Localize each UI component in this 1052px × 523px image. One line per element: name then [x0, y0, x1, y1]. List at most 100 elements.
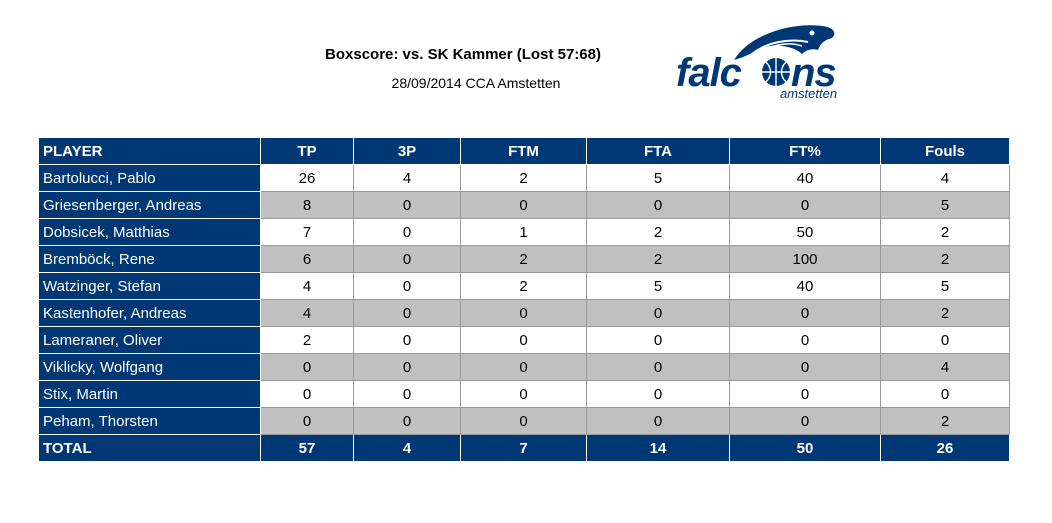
cell-player: Griesenberger, Andreas	[38, 191, 261, 219]
total-ftpct: 50	[729, 434, 881, 462]
cell-ftm: 2	[460, 245, 587, 273]
table-row: Bartolucci, Pablo 26 4 2 5 40 4	[38, 164, 1010, 192]
cell-player: Bartolucci, Pablo	[38, 164, 261, 192]
cell-tp: 4	[260, 272, 354, 300]
table-row: Viklicky, Wolfgang 0 0 0 0 0 4	[38, 353, 1010, 381]
boxscore-table: PLAYER TP 3P FTM FTA FT% Fouls Bartolucc…	[38, 137, 1010, 462]
cell-fta: 0	[586, 380, 730, 408]
cell-tp: 6	[260, 245, 354, 273]
cell-fouls: 2	[880, 407, 1010, 435]
cell-3p: 0	[353, 326, 461, 354]
total-fta: 14	[586, 434, 730, 462]
table-row: Lameraner, Oliver 2 0 0 0 0 0	[38, 326, 1010, 354]
cell-ftpct: 0	[729, 299, 881, 327]
total-3p: 4	[353, 434, 461, 462]
cell-fta: 0	[586, 299, 730, 327]
cell-player: Kastenhofer, Andreas	[38, 299, 261, 327]
cell-player: Watzinger, Stefan	[38, 272, 261, 300]
cell-tp: 0	[260, 380, 354, 408]
cell-3p: 0	[353, 218, 461, 246]
cell-ftpct: 100	[729, 245, 881, 273]
logo-wordmark-end: ns	[791, 51, 836, 95]
column-header-ftpct: FT%	[729, 137, 881, 165]
table-row: Watzinger, Stefan 4 0 2 5 40 5	[38, 272, 1010, 300]
cell-3p: 0	[353, 407, 461, 435]
cell-tp: 2	[260, 326, 354, 354]
cell-fouls: 2	[880, 245, 1010, 273]
cell-player: Stix, Martin	[38, 380, 261, 408]
cell-fta: 2	[586, 218, 730, 246]
cell-3p: 0	[353, 353, 461, 381]
cell-ftm: 0	[460, 407, 587, 435]
cell-ftpct: 40	[729, 272, 881, 300]
cell-ftpct: 0	[729, 353, 881, 381]
cell-ftpct: 0	[729, 380, 881, 408]
falcon-basketball-logo: falc ns amstetten	[676, 25, 837, 101]
cell-fta: 2	[586, 245, 730, 273]
cell-fta: 0	[586, 407, 730, 435]
table-row: Peham, Thorsten 0 0 0 0 0 2	[38, 407, 1010, 435]
cell-ftm: 0	[460, 299, 587, 327]
logo-wordmark: falc	[676, 51, 742, 95]
cell-player: Viklicky, Wolfgang	[38, 353, 261, 381]
table-total-row: TOTAL 57 4 7 14 50 26	[38, 434, 1010, 462]
cell-fouls: 2	[880, 218, 1010, 246]
cell-player: Lameraner, Oliver	[38, 326, 261, 354]
cell-ftm: 0	[460, 353, 587, 381]
cell-ftpct: 0	[729, 326, 881, 354]
cell-player: Peham, Thorsten	[38, 407, 261, 435]
cell-tp: 26	[260, 164, 354, 192]
table-row: Kastenhofer, Andreas 4 0 0 0 0 2	[38, 299, 1010, 327]
cell-fouls: 0	[880, 380, 1010, 408]
cell-ftm: 2	[460, 272, 587, 300]
cell-fouls: 2	[880, 299, 1010, 327]
cell-3p: 0	[353, 380, 461, 408]
cell-ftpct: 50	[729, 218, 881, 246]
column-header-fta: FTA	[586, 137, 730, 165]
cell-tp: 4	[260, 299, 354, 327]
total-fouls: 26	[880, 434, 1010, 462]
cell-fta: 5	[586, 164, 730, 192]
cell-fta: 0	[586, 353, 730, 381]
table-row: Stix, Martin 0 0 0 0 0 0	[38, 380, 1010, 408]
cell-tp: 7	[260, 218, 354, 246]
table-row: Bremböck, Rene 6 0 2 2 100 2	[38, 245, 1010, 273]
table-row: Griesenberger, Andreas 8 0 0 0 0 5	[38, 191, 1010, 219]
table-row: Dobsicek, Matthias 7 0 1 2 50 2	[38, 218, 1010, 246]
cell-3p: 0	[353, 191, 461, 219]
total-ftm: 7	[460, 434, 587, 462]
cell-3p: 4	[353, 164, 461, 192]
column-header-tp: TP	[260, 137, 354, 165]
column-header-fouls: Fouls	[880, 137, 1010, 165]
page-subtitle: 28/09/2014 CCA Amstetten	[391, 75, 561, 91]
cell-tp: 0	[260, 353, 354, 381]
cell-ftm: 2	[460, 164, 587, 192]
column-header-ftm: FTM	[460, 137, 587, 165]
cell-fta: 0	[586, 326, 730, 354]
cell-ftm: 0	[460, 380, 587, 408]
total-tp: 57	[260, 434, 354, 462]
cell-ftm: 0	[460, 326, 587, 354]
logo-subtext: amstetten	[780, 86, 837, 101]
cell-3p: 0	[353, 272, 461, 300]
table-header-row: PLAYER TP 3P FTM FTA FT% Fouls	[38, 137, 1010, 165]
cell-fouls: 0	[880, 326, 1010, 354]
column-header-3p: 3P	[353, 137, 461, 165]
page-title: Boxscore: vs. SK Kammer (Lost 57:68)	[325, 46, 601, 63]
cell-fta: 0	[586, 191, 730, 219]
cell-3p: 0	[353, 299, 461, 327]
cell-tp: 8	[260, 191, 354, 219]
column-header-player: PLAYER	[38, 137, 261, 165]
cell-player: Dobsicek, Matthias	[38, 218, 261, 246]
cell-ftpct: 40	[729, 164, 881, 192]
cell-fta: 5	[586, 272, 730, 300]
total-label: TOTAL	[38, 434, 261, 462]
cell-ftpct: 0	[729, 407, 881, 435]
cell-fouls: 4	[880, 164, 1010, 192]
cell-3p: 0	[353, 245, 461, 273]
cell-ftm: 1	[460, 218, 587, 246]
cell-fouls: 5	[880, 191, 1010, 219]
cell-fouls: 5	[880, 272, 1010, 300]
cell-tp: 0	[260, 407, 354, 435]
cell-ftpct: 0	[729, 191, 881, 219]
